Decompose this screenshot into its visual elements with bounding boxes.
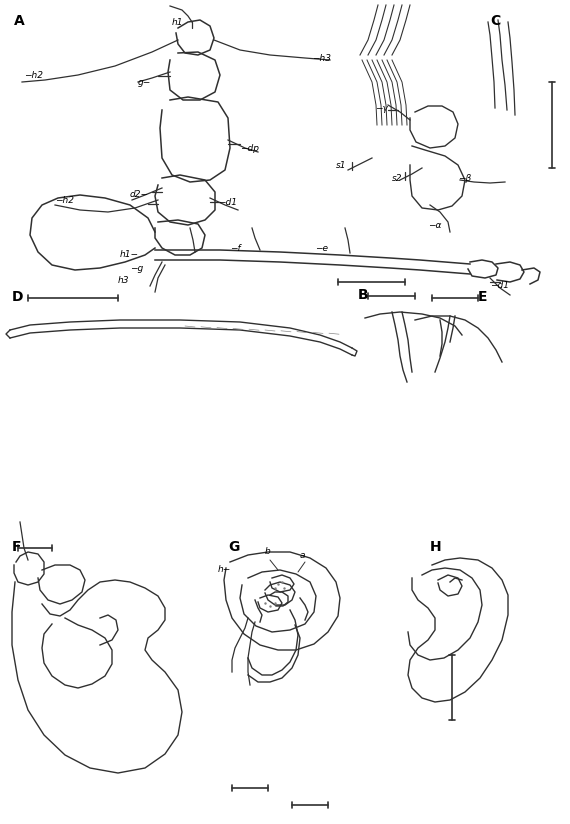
Text: A: A [14, 14, 25, 28]
Text: −α: −α [428, 221, 441, 230]
Text: E: E [478, 290, 487, 304]
Text: −h3: −h3 [312, 54, 331, 63]
Text: −γ: −γ [375, 104, 388, 113]
Text: −e: −e [315, 244, 328, 252]
Text: −β: −β [458, 174, 471, 182]
Text: d2−: d2− [130, 190, 149, 199]
Text: −h2: −h2 [55, 195, 74, 204]
Text: G: G [228, 540, 239, 554]
Text: −d1: −d1 [218, 198, 237, 207]
Text: −d1: −d1 [490, 280, 509, 289]
Text: h−: h− [218, 565, 231, 574]
Text: h1: h1 [172, 17, 184, 26]
Text: −f: −f [230, 244, 241, 252]
Text: F: F [12, 540, 22, 554]
Text: h3: h3 [118, 275, 129, 284]
Text: b: b [265, 547, 271, 556]
Text: s2: s2 [392, 174, 402, 182]
Text: C: C [490, 14, 500, 28]
Text: H: H [430, 540, 442, 554]
Text: B: B [358, 288, 369, 302]
Text: h1−: h1− [120, 250, 139, 259]
Text: D: D [12, 290, 23, 304]
Text: g−: g− [138, 77, 151, 87]
Text: s1: s1 [336, 161, 347, 170]
Text: −h2: −h2 [24, 71, 43, 79]
Text: −dp: −dp [240, 143, 259, 152]
Text: a: a [299, 550, 305, 559]
Text: −g: −g [130, 264, 143, 273]
